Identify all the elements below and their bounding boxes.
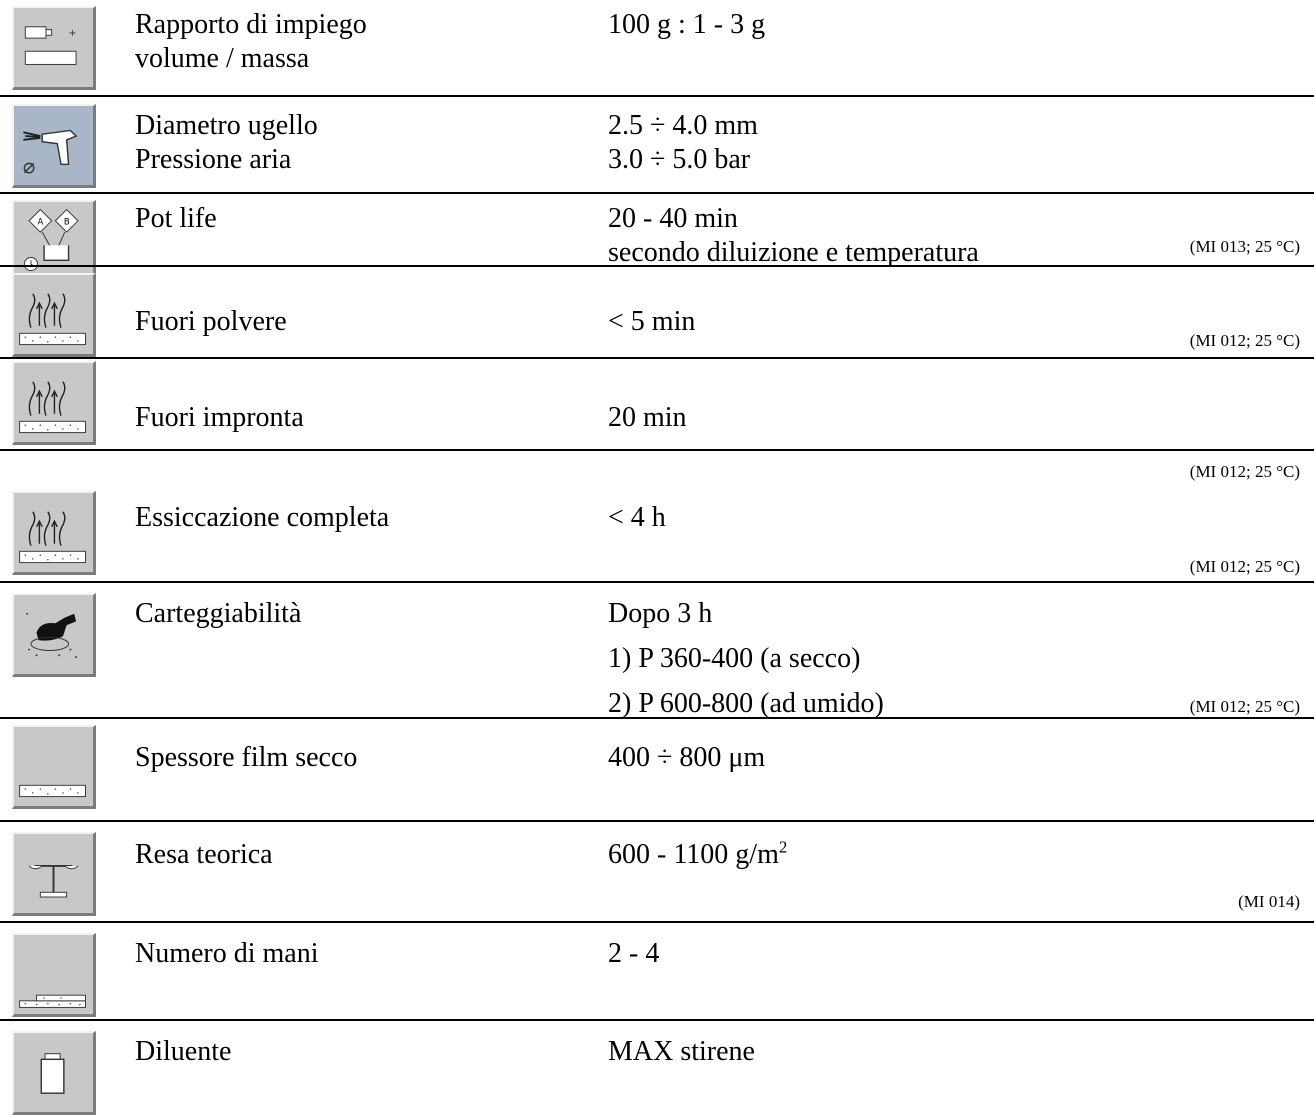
divider bbox=[0, 921, 1314, 923]
test-method-note: (MI 014) bbox=[1238, 892, 1300, 911]
sanding-icon bbox=[12, 593, 96, 677]
test-method-note: (MI 012; 25 °C) bbox=[1189, 697, 1300, 716]
svg-text:A: A bbox=[38, 217, 44, 227]
table-row: Diametro ugello Pressione aria 2.5 ÷ 4.0 … bbox=[0, 97, 1314, 194]
row-value: 20 min bbox=[608, 402, 687, 433]
divider bbox=[0, 820, 1314, 822]
row-value: 2 - 4 bbox=[608, 938, 660, 969]
row-label: Diluente bbox=[135, 1036, 232, 1067]
table-row: Numero di mani 2 - 4 bbox=[0, 923, 1314, 1021]
film-thickness-icon bbox=[12, 725, 96, 809]
divider bbox=[0, 265, 1314, 267]
row-label: Diametro ugello Pressione aria bbox=[135, 110, 318, 175]
row-value: 400 ÷ 800 μm bbox=[608, 742, 766, 773]
row-label: Spessore film secco bbox=[135, 742, 358, 773]
table-row: Carteggiabilità Dopo 3 h 1) P 360-400 (a … bbox=[0, 583, 1314, 719]
test-method-note: (MI 012; 25 °C) bbox=[1189, 462, 1300, 481]
row-value: 20 - 40 min secondo diluizione e temperat… bbox=[608, 203, 979, 268]
drying-icon bbox=[12, 491, 96, 575]
row-value: 2.5 ÷ 4.0 mm 3.0 ÷ 5.0 bar bbox=[608, 110, 758, 175]
drying-icon bbox=[12, 273, 96, 357]
table-row: Fuori impronta 20 min (MI 012; 25 °C) bbox=[0, 359, 1314, 481]
drying-icon bbox=[12, 361, 96, 445]
divider bbox=[0, 192, 1314, 194]
row-label: Fuori polvere bbox=[135, 306, 287, 337]
divider bbox=[0, 449, 1314, 451]
thinner-can-icon bbox=[12, 1031, 96, 1115]
row-value: MAX stirene bbox=[608, 1036, 755, 1067]
divider bbox=[0, 357, 1314, 359]
row-label: Fuori impronta bbox=[135, 402, 304, 433]
coats-icon bbox=[12, 933, 96, 1017]
table-row: Fuori polvere < 5 min (MI 012; 25 °C) bbox=[0, 267, 1314, 359]
scale-icon bbox=[12, 832, 96, 916]
spray-gun-icon bbox=[12, 104, 96, 188]
test-method-note: (MI 013; 25 °C) bbox=[1189, 237, 1300, 256]
table-row: Diluente MAX stirene bbox=[0, 1021, 1314, 1115]
divider bbox=[0, 1019, 1314, 1021]
row-value: Dopo 3 h 1) P 360-400 (a secco) 2) P 600-8… bbox=[608, 598, 884, 719]
row-value: < 4 h bbox=[608, 502, 666, 533]
row-label: Carteggiabilità bbox=[135, 598, 302, 629]
table-row: Resa teorica 600 - 1100 g/m2 (MI 014) bbox=[0, 822, 1314, 923]
row-label: Pot life bbox=[135, 203, 217, 234]
mixing-ratio-icon: + bbox=[12, 6, 96, 90]
row-label: Rapporto di impiego volume / massa bbox=[135, 9, 367, 74]
divider bbox=[0, 581, 1314, 583]
row-label: Numero di mani bbox=[135, 938, 319, 969]
divider bbox=[0, 717, 1314, 719]
divider bbox=[0, 95, 1314, 97]
row-value: 100 g : 1 - 3 g bbox=[608, 9, 766, 40]
svg-text:B: B bbox=[64, 217, 70, 227]
row-label: Resa teorica bbox=[135, 839, 273, 870]
row-value: < 5 min bbox=[608, 306, 696, 337]
test-method-note: (MI 012; 25 °C) bbox=[1189, 331, 1300, 350]
test-method-note: (MI 012; 25 °C) bbox=[1189, 557, 1300, 576]
table-row: Spessore film secco 400 ÷ 800 μm bbox=[0, 719, 1314, 822]
table-row: + Rapporto di impiego volume / massa 100 … bbox=[0, 0, 1314, 97]
svg-text:+: + bbox=[69, 28, 77, 39]
table-row: Essiccazione completa < 4 h (MI 012; 25 … bbox=[0, 451, 1314, 583]
row-label: Essiccazione completa bbox=[135, 502, 390, 533]
row-value: 600 - 1100 g/m2 bbox=[608, 837, 788, 870]
